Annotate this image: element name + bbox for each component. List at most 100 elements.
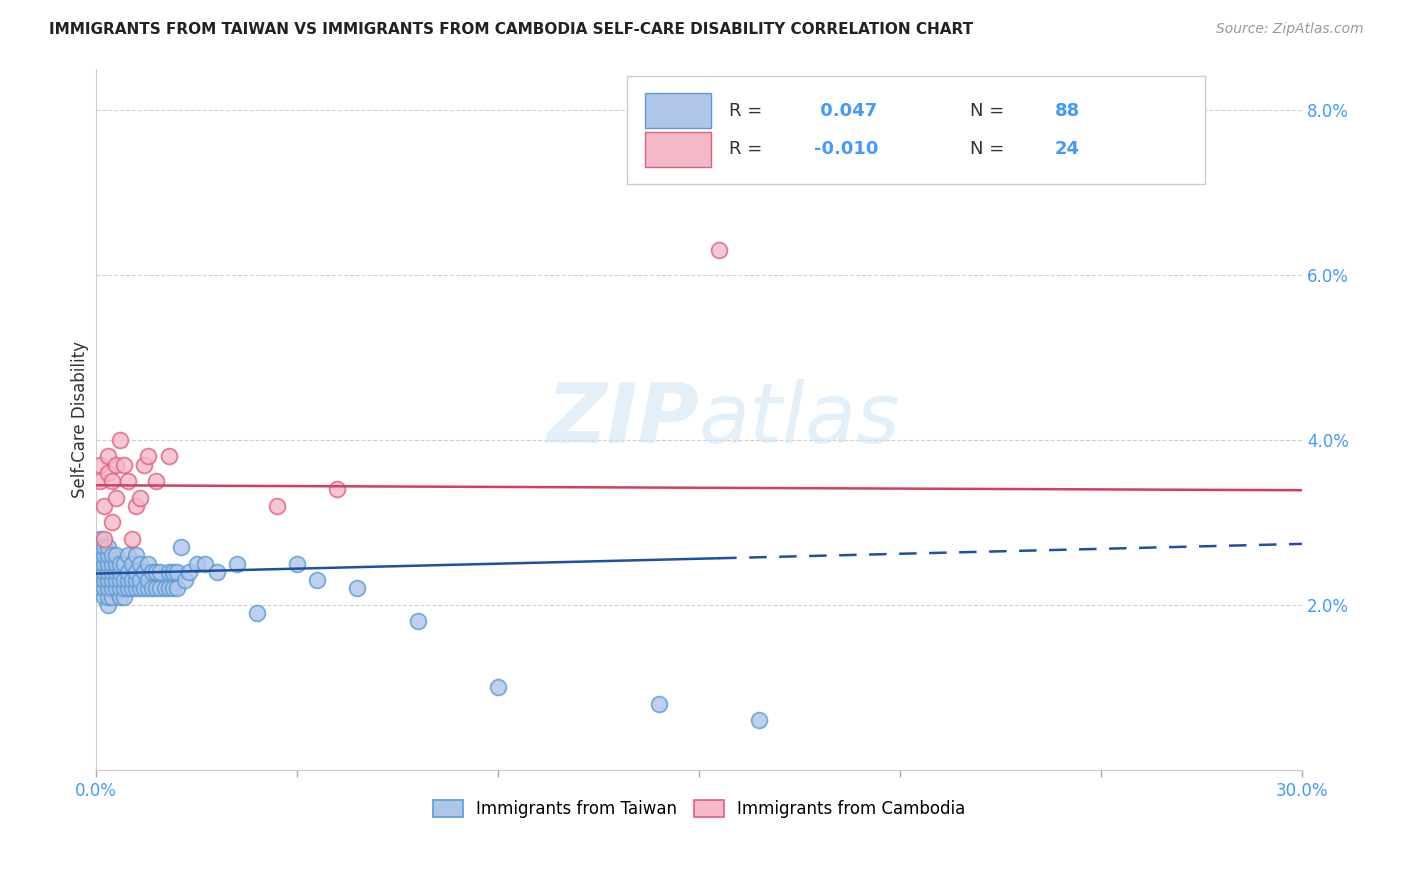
Point (93, 582, 115, 596)
Point (93, 532, 115, 546)
Point (101, 573, 124, 587)
Point (105, 573, 128, 587)
Point (149, 565, 172, 579)
Point (346, 582, 368, 596)
Point (266, 499, 288, 513)
Point (225, 557, 247, 571)
Text: 0.047: 0.047 (814, 102, 877, 120)
Point (97, 557, 120, 571)
Point (129, 573, 152, 587)
Point (89, 474, 111, 488)
Point (117, 582, 139, 596)
Point (173, 573, 195, 587)
Text: atlas: atlas (699, 379, 901, 459)
Point (112, 458, 135, 472)
Text: 24: 24 (1054, 140, 1080, 158)
Point (138, 450, 160, 464)
Point (166, 565, 188, 579)
Point (97, 466, 120, 480)
Point (129, 491, 152, 505)
Point (125, 499, 148, 513)
Point (97, 565, 120, 579)
Point (134, 458, 156, 472)
Point (166, 582, 188, 596)
Point (117, 549, 139, 563)
Point (97, 540, 120, 554)
Point (157, 565, 180, 579)
Point (93, 557, 115, 571)
Point (89, 540, 111, 554)
Point (97, 549, 120, 563)
Point (89, 565, 111, 579)
FancyBboxPatch shape (627, 76, 1205, 185)
Point (97, 573, 120, 587)
Text: ZIP: ZIP (547, 379, 699, 459)
Point (89, 549, 111, 563)
Point (93, 549, 115, 563)
Point (141, 565, 163, 579)
Point (101, 582, 124, 596)
Point (89, 458, 111, 472)
Point (105, 557, 128, 571)
Text: R =: R = (730, 140, 768, 158)
Point (205, 565, 228, 579)
Point (110, 565, 132, 579)
Point (145, 565, 167, 579)
Point (105, 458, 128, 472)
Point (105, 582, 128, 596)
Point (748, 714, 770, 728)
Point (93, 565, 115, 579)
Text: -0.010: -0.010 (814, 140, 877, 158)
Text: N =: N = (970, 102, 1011, 120)
Point (105, 549, 128, 563)
Point (307, 573, 329, 587)
Point (138, 573, 160, 587)
Text: 88: 88 (1054, 102, 1080, 120)
Point (177, 565, 200, 579)
Point (117, 565, 139, 579)
Point (121, 557, 143, 571)
Point (110, 433, 132, 447)
Point (110, 557, 132, 571)
Point (186, 557, 208, 571)
Point (97, 582, 120, 596)
FancyBboxPatch shape (645, 132, 711, 167)
Point (141, 582, 163, 596)
Point (326, 483, 349, 497)
Legend: Immigrants from Taiwan, Immigrants from Cambodia: Immigrants from Taiwan, Immigrants from … (426, 793, 972, 825)
Point (125, 573, 148, 587)
Point (117, 474, 139, 488)
Point (707, 243, 730, 257)
Point (125, 565, 148, 579)
Y-axis label: Self-Care Disability: Self-Care Disability (72, 341, 89, 498)
Point (101, 565, 124, 579)
Point (162, 582, 184, 596)
Text: R =: R = (730, 102, 768, 120)
Point (101, 549, 124, 563)
Point (112, 590, 135, 604)
Text: Source: ZipAtlas.com: Source: ZipAtlas.com (1216, 22, 1364, 37)
Point (125, 549, 148, 563)
Point (89, 582, 111, 596)
Text: N =: N = (970, 140, 1011, 158)
Point (149, 582, 172, 596)
Point (97, 450, 120, 464)
Point (648, 697, 671, 711)
Point (89, 557, 111, 571)
Point (112, 573, 135, 587)
Point (153, 582, 176, 596)
Point (121, 582, 143, 596)
Point (246, 606, 269, 620)
Point (112, 557, 135, 571)
Point (134, 565, 156, 579)
Point (285, 557, 308, 571)
Point (93, 499, 115, 513)
Point (101, 474, 124, 488)
FancyBboxPatch shape (645, 93, 711, 128)
Point (157, 450, 180, 464)
Point (101, 557, 124, 571)
Point (145, 474, 167, 488)
Point (121, 532, 143, 546)
Point (138, 557, 160, 571)
Point (93, 573, 115, 587)
